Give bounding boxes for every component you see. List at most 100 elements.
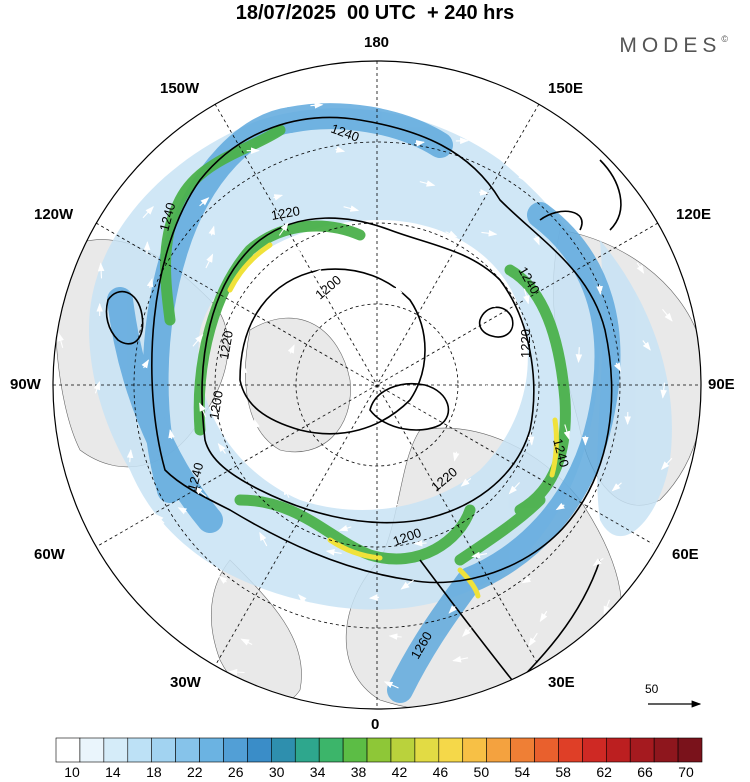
modes-logo: MODES©	[619, 34, 728, 58]
wind-vector	[592, 557, 604, 567]
wind-vector	[325, 549, 342, 556]
colorbar-cell	[534, 737, 559, 763]
lon-label-30e: 30E	[548, 674, 575, 691]
wind-vector	[146, 278, 154, 289]
wind-vector	[192, 334, 204, 347]
colorbar-cell	[55, 737, 81, 763]
wind-vector	[452, 655, 469, 663]
colorbar-cell	[462, 737, 487, 763]
wind-vector	[528, 632, 538, 647]
wind-vector	[533, 235, 540, 246]
wind-vector	[287, 344, 295, 354]
wind-vector	[93, 380, 101, 394]
wind-vector	[193, 486, 207, 497]
colorbar-tick-label: 30	[268, 764, 285, 780]
contour-label: 1240	[156, 201, 178, 233]
wind-vector	[660, 382, 667, 399]
wind-vector	[237, 89, 254, 97]
colorbar-cell	[653, 737, 679, 763]
lon-label-0: 0	[371, 716, 380, 733]
colorbar-cell	[79, 737, 105, 763]
wind-vector	[143, 241, 151, 255]
wind-vector	[613, 362, 622, 372]
wind-vector	[642, 340, 651, 351]
colorbar-cell	[318, 737, 344, 763]
wind-vector	[527, 432, 535, 446]
wind-vector	[312, 269, 322, 278]
colorbar-cell	[605, 737, 631, 763]
colorbar-cell	[271, 737, 296, 763]
wind-vector	[97, 262, 105, 279]
wind-vector	[343, 205, 360, 212]
wind-vector	[283, 485, 291, 498]
wind-vector	[278, 222, 289, 236]
contour-label: 1220	[270, 203, 301, 223]
wind-vector	[228, 668, 245, 676]
lon-label-120w: 120W	[34, 206, 74, 223]
wind-vector	[463, 110, 479, 118]
wind-vector	[445, 230, 458, 238]
wind-vector	[448, 605, 457, 614]
colorbar-cell	[629, 737, 655, 763]
wind-vector	[585, 203, 592, 217]
wind-vector	[508, 482, 521, 495]
wind-vector	[393, 285, 403, 294]
wind-vector	[537, 126, 546, 142]
wind-vector	[652, 229, 666, 241]
contour-label: 1200	[206, 389, 226, 420]
wind-vector	[182, 586, 196, 594]
reference-vector-label: 50	[645, 682, 659, 696]
wind-vector	[478, 189, 489, 196]
colorbar-cell	[366, 737, 392, 763]
colorbar-tick-label: 66	[637, 764, 653, 780]
wind-vector	[413, 539, 427, 547]
wind-vector	[481, 230, 498, 237]
wind-vector	[126, 449, 134, 463]
contour-label: 1240	[550, 437, 572, 469]
colorbar-cell	[294, 737, 320, 763]
wind-vector	[259, 531, 268, 547]
wind-vector	[636, 262, 645, 274]
wind-vector	[388, 501, 399, 508]
lon-label-30w: 30W	[170, 674, 201, 691]
colorbar-cell	[582, 737, 607, 763]
wind-vector	[471, 551, 488, 559]
globe-outline	[52, 60, 702, 710]
wind-vector	[387, 101, 400, 108]
wind-vector	[240, 364, 248, 378]
wind-vector	[539, 610, 548, 623]
graticule	[53, 61, 701, 709]
wind-vector	[154, 513, 165, 524]
colorbar-tick-label: 34	[309, 764, 326, 780]
wind-vector	[304, 695, 320, 703]
jet-stream-peak	[227, 242, 559, 599]
wind-vector	[239, 295, 251, 304]
colorbar-tick-label: 70	[678, 764, 694, 780]
wind-vector	[338, 525, 352, 532]
colorbar-tick-label: 58	[555, 764, 571, 780]
lon-label-90w: 90W	[10, 376, 41, 393]
wind-vector	[177, 507, 187, 515]
wind-vector	[460, 477, 472, 487]
wind-vector	[320, 463, 330, 470]
wind-vector	[141, 359, 149, 369]
lon-label-150e: 150E	[548, 80, 584, 97]
wind-vector	[611, 482, 622, 492]
lon-label-180: 180	[364, 34, 390, 51]
wind-vector	[205, 253, 214, 269]
wind-vector	[400, 579, 414, 590]
colorbar-cell	[677, 737, 703, 763]
wind-vector	[319, 645, 330, 655]
wind-vector	[368, 594, 380, 601]
colorbar-tick-label: 22	[187, 764, 203, 780]
wind-vector	[462, 627, 472, 637]
wind-vector	[465, 307, 476, 315]
wind-vector	[199, 402, 207, 418]
wind-vector	[296, 243, 305, 255]
lon-label-150w: 150W	[160, 80, 200, 97]
colorbar-tick-label: 26	[227, 764, 244, 780]
colorbar-cells	[55, 737, 703, 763]
colorbar-tick-label: 50	[473, 764, 490, 780]
wind-vector	[482, 384, 490, 394]
